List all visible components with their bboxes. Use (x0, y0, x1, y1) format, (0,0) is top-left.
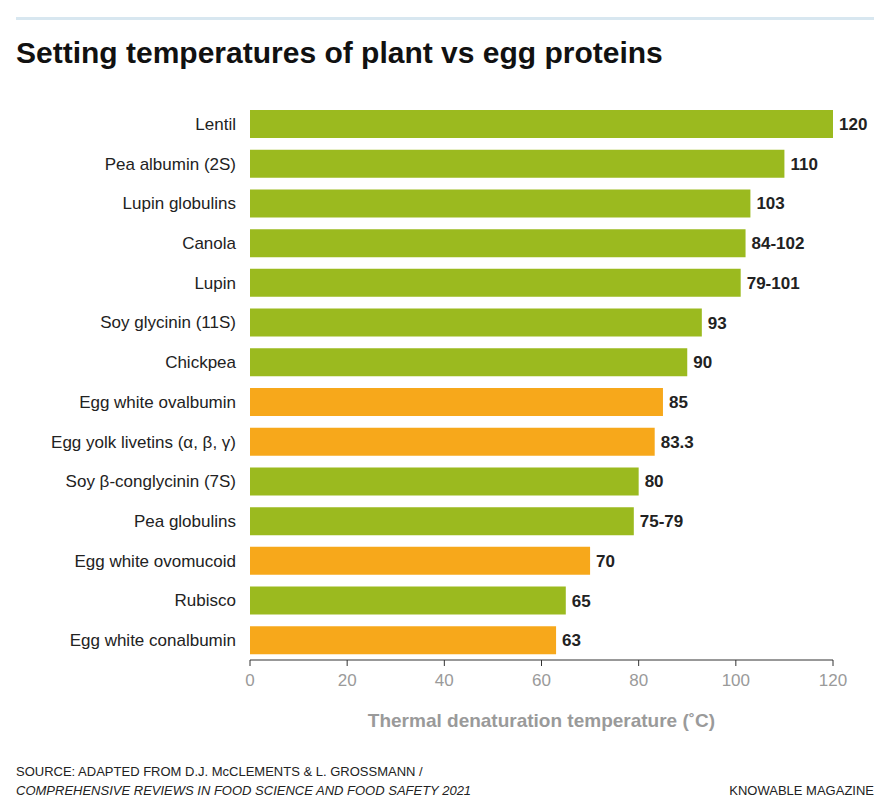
svg-text:120: 120 (819, 671, 847, 690)
svg-text:Thermal denaturation temperatu: Thermal denaturation temperature (˚C) (368, 710, 715, 731)
svg-text:60: 60 (532, 671, 551, 690)
svg-text:40: 40 (435, 671, 454, 690)
svg-text:90: 90 (693, 353, 712, 372)
svg-text:Egg white ovalbumin: Egg white ovalbumin (79, 393, 236, 412)
svg-text:Egg yolk livetins (α, β, γ): Egg yolk livetins (α, β, γ) (51, 433, 236, 452)
svg-text:Lupin: Lupin (194, 274, 236, 293)
html-text:Setting temperatures of plant: Setting temperatures of plant vs egg pro… (16, 36, 663, 69)
svg-text:Soy β-conglycinin (7S): Soy β-conglycinin (7S) (66, 472, 236, 491)
svg-text:120: 120 (839, 115, 867, 134)
svg-text:Lentil: Lentil (195, 115, 236, 134)
svg-text:Pea albumin (2S): Pea albumin (2S) (105, 155, 236, 174)
svg-text:65: 65 (572, 592, 591, 611)
svg-text:63: 63 (562, 631, 581, 650)
svg-text:0: 0 (245, 671, 254, 690)
svg-text:70: 70 (596, 552, 615, 571)
svg-text:Pea globulins: Pea globulins (134, 512, 236, 531)
svg-text:20: 20 (338, 671, 357, 690)
svg-text:Canola: Canola (182, 234, 236, 253)
svg-text:100: 100 (722, 671, 750, 690)
svg-text:80: 80 (645, 472, 664, 491)
svg-text:93: 93 (708, 314, 727, 333)
html-text:COMPREHENSIVE REVIEWS IN FOOD: COMPREHENSIVE REVIEWS IN FOOD SCIENCE AN… (16, 783, 472, 798)
svg-text:Chickpea: Chickpea (165, 353, 236, 372)
svg-text:Soy glycinin (11S): Soy glycinin (11S) (100, 313, 236, 332)
svg-text:80: 80 (629, 671, 648, 690)
svg-text:Rubisco: Rubisco (175, 591, 236, 610)
html-text:SOURCE: ADAPTED FROM D.J. McCL: SOURCE: ADAPTED FROM D.J. McCLEMENTS & L… (16, 764, 423, 779)
svg-text:75-79: 75-79 (640, 512, 683, 531)
svg-text:79-101: 79-101 (747, 274, 800, 293)
svg-text:85: 85 (669, 393, 688, 412)
svg-text:83.3: 83.3 (661, 433, 694, 452)
svg-text:84-102: 84-102 (752, 234, 805, 253)
svg-text:103: 103 (756, 194, 784, 213)
svg-text:Egg white conalbumin: Egg white conalbumin (70, 631, 236, 650)
svg-text:Egg white ovomucoid: Egg white ovomucoid (74, 552, 236, 571)
svg-text:110: 110 (790, 155, 817, 174)
html-text:KNOWABLE MAGAZINE: KNOWABLE MAGAZINE (729, 783, 874, 798)
svg-text:Lupin globulins: Lupin globulins (123, 194, 236, 213)
